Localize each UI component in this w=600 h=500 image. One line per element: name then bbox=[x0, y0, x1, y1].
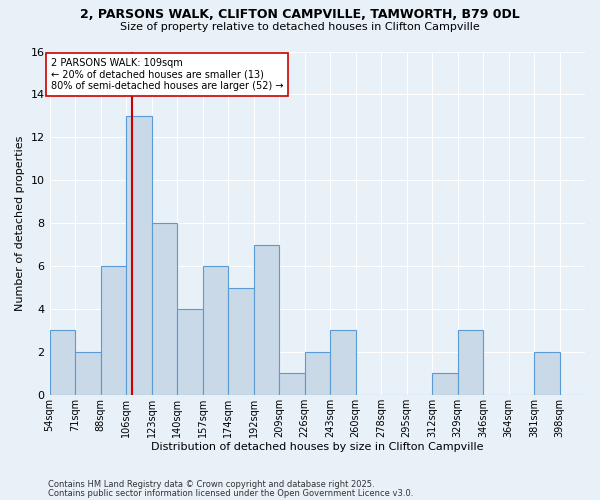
Text: Size of property relative to detached houses in Clifton Campville: Size of property relative to detached ho… bbox=[120, 22, 480, 32]
Bar bbox=[330, 330, 356, 395]
Text: Contains public sector information licensed under the Open Government Licence v3: Contains public sector information licen… bbox=[48, 489, 413, 498]
Text: 2, PARSONS WALK, CLIFTON CAMPVILLE, TAMWORTH, B79 0DL: 2, PARSONS WALK, CLIFTON CAMPVILLE, TAMW… bbox=[80, 8, 520, 20]
Bar bbox=[126, 116, 152, 395]
Bar bbox=[75, 352, 101, 395]
Bar bbox=[177, 309, 203, 395]
Bar bbox=[458, 330, 483, 395]
Bar bbox=[534, 352, 560, 395]
Bar bbox=[203, 266, 228, 395]
Bar bbox=[305, 352, 330, 395]
Y-axis label: Number of detached properties: Number of detached properties bbox=[15, 136, 25, 311]
Bar bbox=[50, 330, 75, 395]
Text: 2 PARSONS WALK: 109sqm
← 20% of detached houses are smaller (13)
80% of semi-det: 2 PARSONS WALK: 109sqm ← 20% of detached… bbox=[51, 58, 284, 91]
Bar bbox=[101, 266, 126, 395]
Bar bbox=[254, 244, 279, 395]
Bar bbox=[432, 374, 458, 395]
X-axis label: Distribution of detached houses by size in Clifton Campville: Distribution of detached houses by size … bbox=[151, 442, 484, 452]
Bar bbox=[279, 374, 305, 395]
Text: Contains HM Land Registry data © Crown copyright and database right 2025.: Contains HM Land Registry data © Crown c… bbox=[48, 480, 374, 489]
Bar bbox=[228, 288, 254, 395]
Bar bbox=[152, 223, 177, 395]
